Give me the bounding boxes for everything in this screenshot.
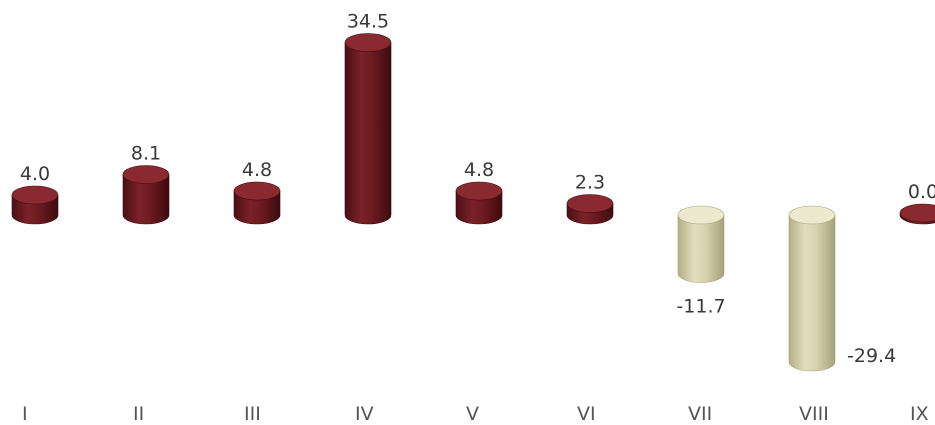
bar-body [233,190,281,225]
bar [566,194,614,225]
bar-cap [788,205,836,225]
bar [788,205,836,372]
x-tick-label: V [466,403,479,425]
bar-body [122,174,170,225]
data-label: 4.8 [242,159,272,181]
data-label: -29.4 [847,345,896,367]
bar-cap [344,33,392,52]
x-tick-label: II [133,403,144,425]
bar-cap [122,165,170,184]
bar-body [677,214,725,283]
data-label: 34.5 [347,11,389,33]
data-label: 8.1 [131,143,161,165]
bar [455,181,503,225]
bar-body [344,42,392,225]
data-label: 2.3 [575,172,605,194]
x-tick-label: VII [688,403,712,425]
x-tick-label: VI [577,403,596,425]
bar-body [788,214,836,372]
bar-cap [677,205,725,225]
bar [122,165,170,225]
bars-layer [11,33,935,372]
bar [677,205,725,283]
bar-body [455,190,503,225]
category-labels-layer: I II III IV V VI VII VIII IX [22,403,929,425]
value-labels-layer: 4.0 8.1 4.8 34.5 4.8 2.3 -11.7 -29.4 0.0 [20,11,935,368]
bar [233,181,281,225]
bar-cap [233,181,281,201]
bar [11,185,59,225]
x-tick-label: I [22,403,28,425]
bar-cap [455,181,503,201]
x-tick-label: IX [910,403,929,425]
data-label: 4.0 [20,163,50,185]
data-label: 0.0 [908,181,935,203]
bar-cap [899,203,935,223]
bar-cap [566,194,614,213]
data-label: 4.8 [464,159,494,181]
x-tick-label: III [244,403,261,425]
x-tick-label: VIII [799,403,829,425]
bar-cap [11,185,59,205]
bar [899,203,935,225]
data-label: -11.7 [676,296,725,318]
bar [344,33,392,225]
x-tick-label: IV [355,403,374,425]
